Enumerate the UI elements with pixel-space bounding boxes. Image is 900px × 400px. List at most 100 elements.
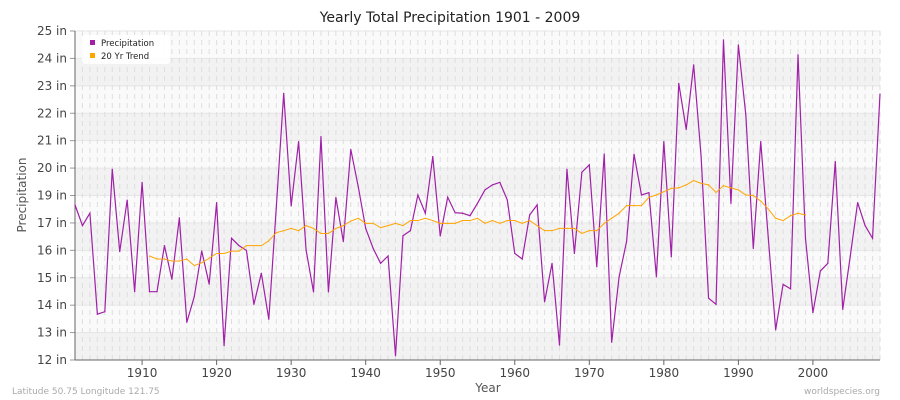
precipitation-point-1905 — [104, 311, 106, 313]
precipitation-point-1928 — [275, 207, 277, 209]
trend-point-1964 — [543, 230, 546, 232]
precipitation-point-1925 — [253, 303, 255, 305]
precipitation-point-1919 — [208, 283, 210, 285]
precipitation-point-1949 — [432, 155, 434, 158]
precipitation-point-1903 — [89, 212, 91, 214]
trend-point-1948 — [424, 217, 426, 219]
precipitation-point-2006 — [857, 201, 859, 204]
precipitation-point-1966 — [558, 344, 561, 346]
legend-swatch-precipitation — [90, 40, 95, 45]
precipitation-point-1938 — [350, 148, 352, 151]
trend-point-1934 — [320, 232, 322, 235]
precipitation-point-1960 — [514, 252, 516, 255]
trend-point-1959 — [506, 219, 508, 222]
precipitation-point-1982 — [678, 82, 680, 84]
precipitation-point-1948 — [424, 212, 426, 214]
trend-point-1924 — [245, 245, 248, 247]
trend-point-1966 — [558, 227, 561, 229]
precipitation-point-1980 — [663, 140, 665, 143]
y-tick-label: 15 in — [37, 271, 67, 285]
trend-point-1999 — [804, 214, 807, 216]
trend-point-1938 — [350, 220, 352, 222]
precipitation-point-1940 — [365, 227, 367, 229]
precipitation-point-1961 — [521, 258, 523, 260]
precipitation-point-2003 — [834, 160, 836, 163]
trend-point-1951 — [447, 222, 449, 224]
precipitation-point-1934 — [320, 135, 322, 138]
trend-point-1974 — [618, 212, 620, 214]
precipitation-point-1969 — [581, 171, 583, 173]
precipitation-point-1909 — [134, 291, 136, 293]
trend-point-1956 — [484, 222, 486, 224]
trend-point-1930 — [290, 227, 292, 229]
precipitation-point-1957 — [491, 184, 494, 186]
trend-point-1961 — [521, 222, 523, 224]
precipitation-point-1927 — [268, 318, 270, 320]
trend-point-1921 — [223, 252, 225, 255]
precipitation-point-1985 — [700, 155, 702, 158]
precipitation-point-2005 — [849, 256, 851, 258]
precipitation-point-1901 — [74, 204, 76, 206]
chart-title: Yearly Total Precipitation 1901 - 2009 — [319, 10, 581, 26]
precipitation-point-1989 — [730, 202, 732, 204]
precipitation-point-2009 — [879, 93, 881, 95]
precipitation-point-1904 — [96, 313, 98, 315]
precipitation-point-1912 — [156, 291, 158, 293]
trend-point-1998 — [797, 212, 799, 214]
trend-point-1923 — [238, 250, 240, 252]
precipitation-point-1978 — [648, 192, 650, 194]
precipitation-point-1942 — [380, 262, 382, 264]
trend-point-1919 — [208, 257, 210, 259]
precipitation-point-1987 — [715, 303, 717, 305]
precipitation-point-1984 — [693, 64, 695, 66]
location-caption: Latitude 50.75 Longitude 121.75 — [12, 387, 160, 397]
trend-point-1952 — [454, 222, 456, 224]
precipitation-point-1941 — [372, 247, 374, 249]
trend-point-1949 — [432, 219, 434, 222]
precipitation-point-1971 — [596, 266, 598, 268]
precipitation-point-1929 — [283, 92, 285, 94]
legend-label-trend: 20 Yr Trend — [101, 52, 149, 62]
trend-point-1963 — [536, 225, 538, 227]
trend-point-1967 — [566, 227, 568, 229]
trend-point-1943 — [387, 225, 389, 227]
precipitation-point-1918 — [201, 250, 203, 252]
precipitation-point-2000 — [812, 312, 814, 314]
trend-point-1969 — [581, 232, 583, 235]
precipitation-point-1997 — [789, 288, 792, 290]
precipitation-point-1990 — [737, 44, 739, 46]
y-tick-label: 20 in — [37, 161, 67, 175]
precipitation-point-1924 — [245, 249, 248, 252]
precipitation-point-1962 — [529, 214, 531, 216]
trend-point-1984 — [693, 179, 695, 182]
grid-band — [75, 113, 880, 141]
trend-point-1987 — [715, 191, 717, 194]
precipitation-point-1937 — [342, 240, 344, 243]
trend-point-1925 — [253, 245, 255, 247]
trend-point-1916 — [186, 258, 188, 260]
precipitation-point-1923 — [238, 245, 240, 247]
precipitation-point-1953 — [461, 212, 464, 214]
trend-point-1992 — [752, 194, 754, 197]
precipitation-point-1911 — [148, 291, 151, 293]
source-caption: worldspecies.org — [804, 387, 880, 397]
precipitation-point-1983 — [685, 128, 687, 131]
x-tick-label: 1940 — [350, 366, 381, 380]
trend-point-1982 — [678, 187, 680, 189]
precipitation-point-1944 — [394, 355, 397, 357]
precipitation-point-1955 — [476, 202, 479, 204]
precipitation-point-1910 — [141, 181, 143, 183]
y-tick-label: 16 in — [37, 243, 67, 257]
x-tick-label: 1910 — [127, 366, 158, 380]
legend-label-precipitation: Precipitation — [101, 39, 154, 49]
precipitation-point-1956 — [484, 189, 486, 191]
precipitation-point-1906 — [111, 168, 113, 170]
x-tick-label: 1920 — [201, 366, 232, 380]
trend-point-1950 — [439, 222, 441, 224]
precipitation-point-2008 — [871, 237, 874, 239]
trend-point-1936 — [335, 227, 337, 229]
precipitation-point-1998 — [797, 54, 799, 56]
precipitation-point-1995 — [775, 329, 777, 331]
precipitation-point-1994 — [767, 236, 769, 238]
